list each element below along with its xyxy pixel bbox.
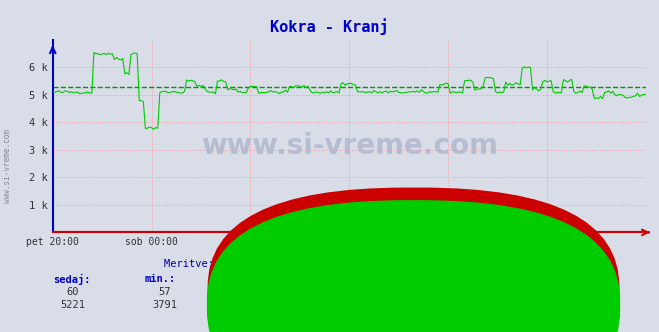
Text: 64: 64	[337, 287, 349, 297]
Text: min.:: min.:	[145, 274, 176, 284]
Text: Meritve: trenutne  Enote: anglešaške  Črta: povprečje: Meritve: trenutne Enote: anglešaške Črta…	[164, 257, 495, 269]
Text: 6442: 6442	[330, 300, 355, 310]
Text: sedaj:: sedaj:	[53, 274, 90, 285]
Text: www.si-vreme.com: www.si-vreme.com	[201, 132, 498, 160]
Text: 61: 61	[244, 287, 256, 297]
Text: 3791: 3791	[152, 300, 177, 310]
Text: pretok[čevelj3/min]: pretok[čevelj3/min]	[425, 300, 544, 311]
Text: maks.:: maks.:	[323, 274, 360, 284]
Text: temperatura[F]: temperatura[F]	[425, 287, 513, 297]
Text: povpr.:: povpr.:	[231, 274, 274, 284]
Text: Kokra - Kranj: Kokra - Kranj	[409, 274, 490, 285]
Text: Kokra - Kranj: Kokra - Kranj	[270, 18, 389, 35]
Text: 60: 60	[67, 287, 78, 297]
Text: 57: 57	[159, 287, 171, 297]
Text: 5221: 5221	[60, 300, 85, 310]
Text: Slovenija / reke in morje.: Slovenija / reke in morje.	[248, 237, 411, 247]
Text: zadnji dan / 5 minut.: zadnji dan / 5 minut.	[264, 247, 395, 257]
Text: www.si-vreme.com: www.si-vreme.com	[3, 129, 13, 203]
Text: 5284: 5284	[238, 300, 263, 310]
